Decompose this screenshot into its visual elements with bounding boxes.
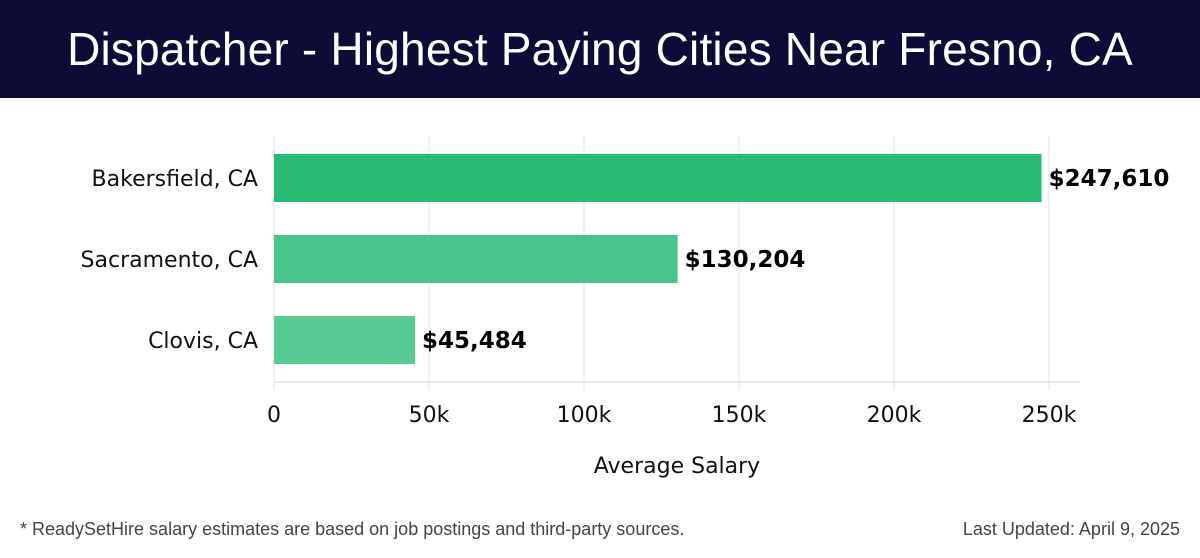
x-tick-label: 150k [712, 403, 767, 428]
value-labels: $247,610 $130,204 $45,484 [422, 166, 1169, 354]
bar [274, 235, 678, 283]
chart-header: Dispatcher - Highest Paying Cities Near … [0, 0, 1200, 98]
chart-title: Dispatcher - Highest Paying Cities Near … [67, 23, 1133, 75]
category-label: Sacramento, CA [81, 248, 258, 273]
category-label: Bakersfield, CA [92, 167, 258, 192]
x-tick-label: 50k [409, 403, 450, 428]
x-tick-label: 0 [267, 403, 281, 428]
bars [274, 154, 1042, 364]
bar-value-label: $130,204 [685, 247, 806, 273]
bar-value-label: $247,610 [1049, 166, 1170, 192]
x-tick-label: 250k [1022, 403, 1077, 428]
bar-chart: $247,610 $130,204 $45,484 Bakersfield, CA S… [81, 136, 1169, 479]
bar [274, 154, 1042, 202]
category-labels: Bakersfield, CA Sacramento, CA Clovis, CA [81, 167, 258, 354]
last-updated-text: Last Updated: April 9, 2025 [962, 519, 1180, 539]
x-tick-label: 100k [557, 403, 612, 428]
x-tick-label: 200k [867, 403, 922, 428]
category-label: Clovis, CA [148, 329, 258, 354]
bar-value-label: $45,484 [422, 328, 527, 354]
x-axis-title: Average Salary [594, 454, 760, 479]
bar [274, 316, 416, 364]
footer-disclaimer: * ReadySetHire salary estimates are base… [20, 519, 685, 539]
x-tick-labels: 0 50k 100k 150k 200k 250k [267, 403, 1077, 428]
